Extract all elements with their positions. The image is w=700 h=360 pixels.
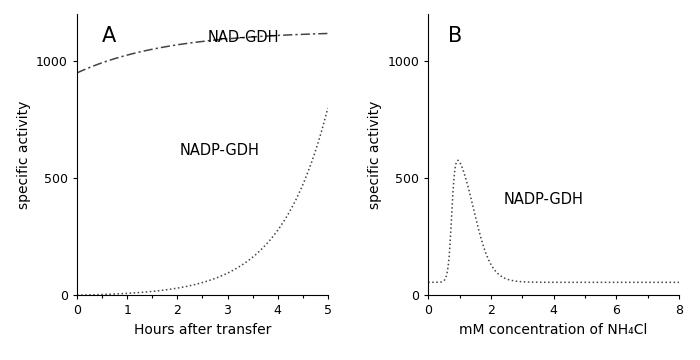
Text: NADP-GDH: NADP-GDH [503, 192, 583, 207]
Text: B: B [448, 26, 463, 46]
Text: NADP-GDH: NADP-GDH [180, 143, 260, 158]
X-axis label: Hours after transfer: Hours after transfer [134, 323, 271, 337]
X-axis label: mM concentration of NH₄Cl: mM concentration of NH₄Cl [459, 323, 648, 337]
Text: A: A [102, 26, 116, 46]
Y-axis label: specific activity: specific activity [17, 100, 31, 209]
Text: NAD-GDH: NAD-GDH [207, 31, 279, 45]
Y-axis label: specific activity: specific activity [368, 100, 382, 209]
